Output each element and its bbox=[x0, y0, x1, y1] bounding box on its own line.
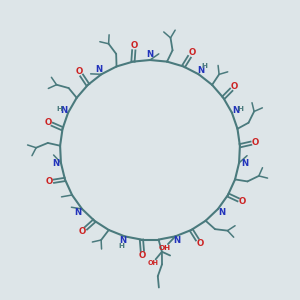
Text: O: O bbox=[45, 178, 52, 187]
Text: H: H bbox=[119, 243, 125, 249]
Text: O: O bbox=[130, 41, 138, 50]
Text: N: N bbox=[95, 65, 102, 74]
Text: O: O bbox=[139, 251, 146, 260]
Text: O: O bbox=[44, 118, 51, 127]
Text: H: H bbox=[238, 106, 244, 112]
Text: N: N bbox=[52, 159, 59, 168]
Text: N: N bbox=[74, 208, 82, 217]
Text: OH: OH bbox=[159, 244, 171, 250]
Text: N: N bbox=[233, 106, 240, 115]
Text: N: N bbox=[198, 66, 205, 75]
Text: H: H bbox=[201, 63, 207, 69]
Text: OH: OH bbox=[147, 260, 158, 266]
Text: O: O bbox=[75, 67, 82, 76]
Text: O: O bbox=[196, 239, 203, 248]
Text: N: N bbox=[120, 236, 127, 245]
Text: O: O bbox=[188, 48, 196, 57]
Text: O: O bbox=[231, 82, 238, 91]
Text: O: O bbox=[79, 227, 86, 236]
Text: N: N bbox=[60, 106, 67, 115]
Text: O: O bbox=[239, 197, 246, 206]
Text: H: H bbox=[56, 106, 62, 112]
Text: N: N bbox=[146, 50, 154, 59]
Text: N: N bbox=[241, 159, 248, 168]
Text: N: N bbox=[173, 236, 180, 245]
Text: O: O bbox=[252, 138, 259, 147]
Text: N: N bbox=[218, 208, 225, 217]
